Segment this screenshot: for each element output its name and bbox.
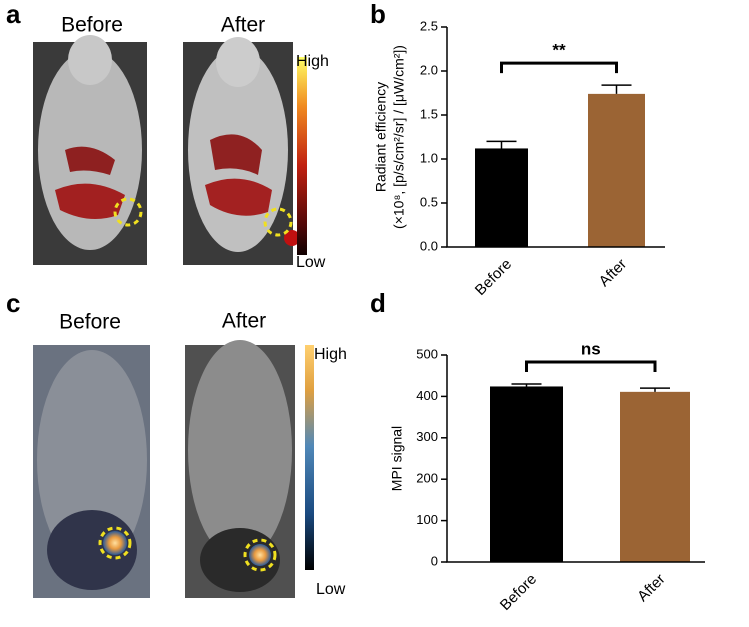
scale-label: Low bbox=[296, 254, 326, 271]
significance-label: ** bbox=[552, 41, 566, 60]
scale-label: High bbox=[296, 53, 329, 70]
y-tick-label: 1.0 bbox=[420, 150, 438, 165]
x-tick-label: Before bbox=[472, 256, 515, 299]
y-tick-label: 1.5 bbox=[420, 106, 438, 121]
bar bbox=[475, 148, 528, 247]
scale-label: High bbox=[314, 346, 347, 363]
mouse-image bbox=[185, 340, 295, 598]
x-tick-label: Before bbox=[497, 571, 540, 614]
error-bar bbox=[640, 387, 670, 392]
panel-letter: d bbox=[370, 288, 386, 318]
scale-label: Low bbox=[316, 581, 346, 598]
y-tick-label: 300 bbox=[416, 429, 438, 444]
error-bar bbox=[511, 383, 542, 387]
panel-letter: a bbox=[6, 0, 21, 29]
error-bar bbox=[486, 140, 517, 149]
significance-label: ns bbox=[581, 339, 601, 358]
axis-line bbox=[446, 27, 665, 248]
image-title: Before bbox=[61, 14, 123, 37]
y-tick-label: 2.0 bbox=[420, 62, 438, 77]
y-axis-label: (×10⁸, [p/s/cm²/sr] / [μW/cm²]) bbox=[391, 45, 407, 229]
image-title: After bbox=[221, 14, 265, 37]
x-tick-label: After bbox=[596, 256, 630, 290]
y-tick-label: 0 bbox=[431, 553, 438, 568]
color-scale bbox=[305, 345, 314, 570]
image-title: After bbox=[222, 310, 266, 333]
y-axis-label: MPI signal bbox=[389, 426, 405, 491]
error-bar bbox=[601, 84, 632, 94]
mouse-image bbox=[33, 345, 150, 598]
y-tick-label: 100 bbox=[416, 512, 438, 527]
y-tick-label: 2.5 bbox=[420, 18, 438, 33]
x-tick-label: After bbox=[634, 571, 668, 605]
bar bbox=[490, 386, 563, 562]
y-tick-label: 200 bbox=[416, 471, 438, 486]
y-axis-label: Radiant efficiency bbox=[373, 82, 389, 192]
panel-letter: c bbox=[6, 288, 20, 318]
bar bbox=[588, 93, 645, 247]
mouse-image bbox=[33, 35, 147, 265]
mouse-image bbox=[183, 37, 300, 265]
bar bbox=[620, 391, 690, 562]
image-title: Before bbox=[59, 311, 121, 334]
significance-bracket bbox=[525, 360, 657, 372]
y-tick-label: 400 bbox=[416, 388, 438, 403]
axis-line bbox=[446, 355, 705, 563]
y-tick-label: 0.0 bbox=[420, 238, 438, 253]
panel-letter: b bbox=[370, 0, 386, 29]
y-tick-label: 500 bbox=[416, 346, 438, 361]
y-tick-label: 0.5 bbox=[420, 194, 438, 209]
significance-bracket bbox=[500, 61, 618, 74]
color-scale bbox=[297, 57, 307, 255]
